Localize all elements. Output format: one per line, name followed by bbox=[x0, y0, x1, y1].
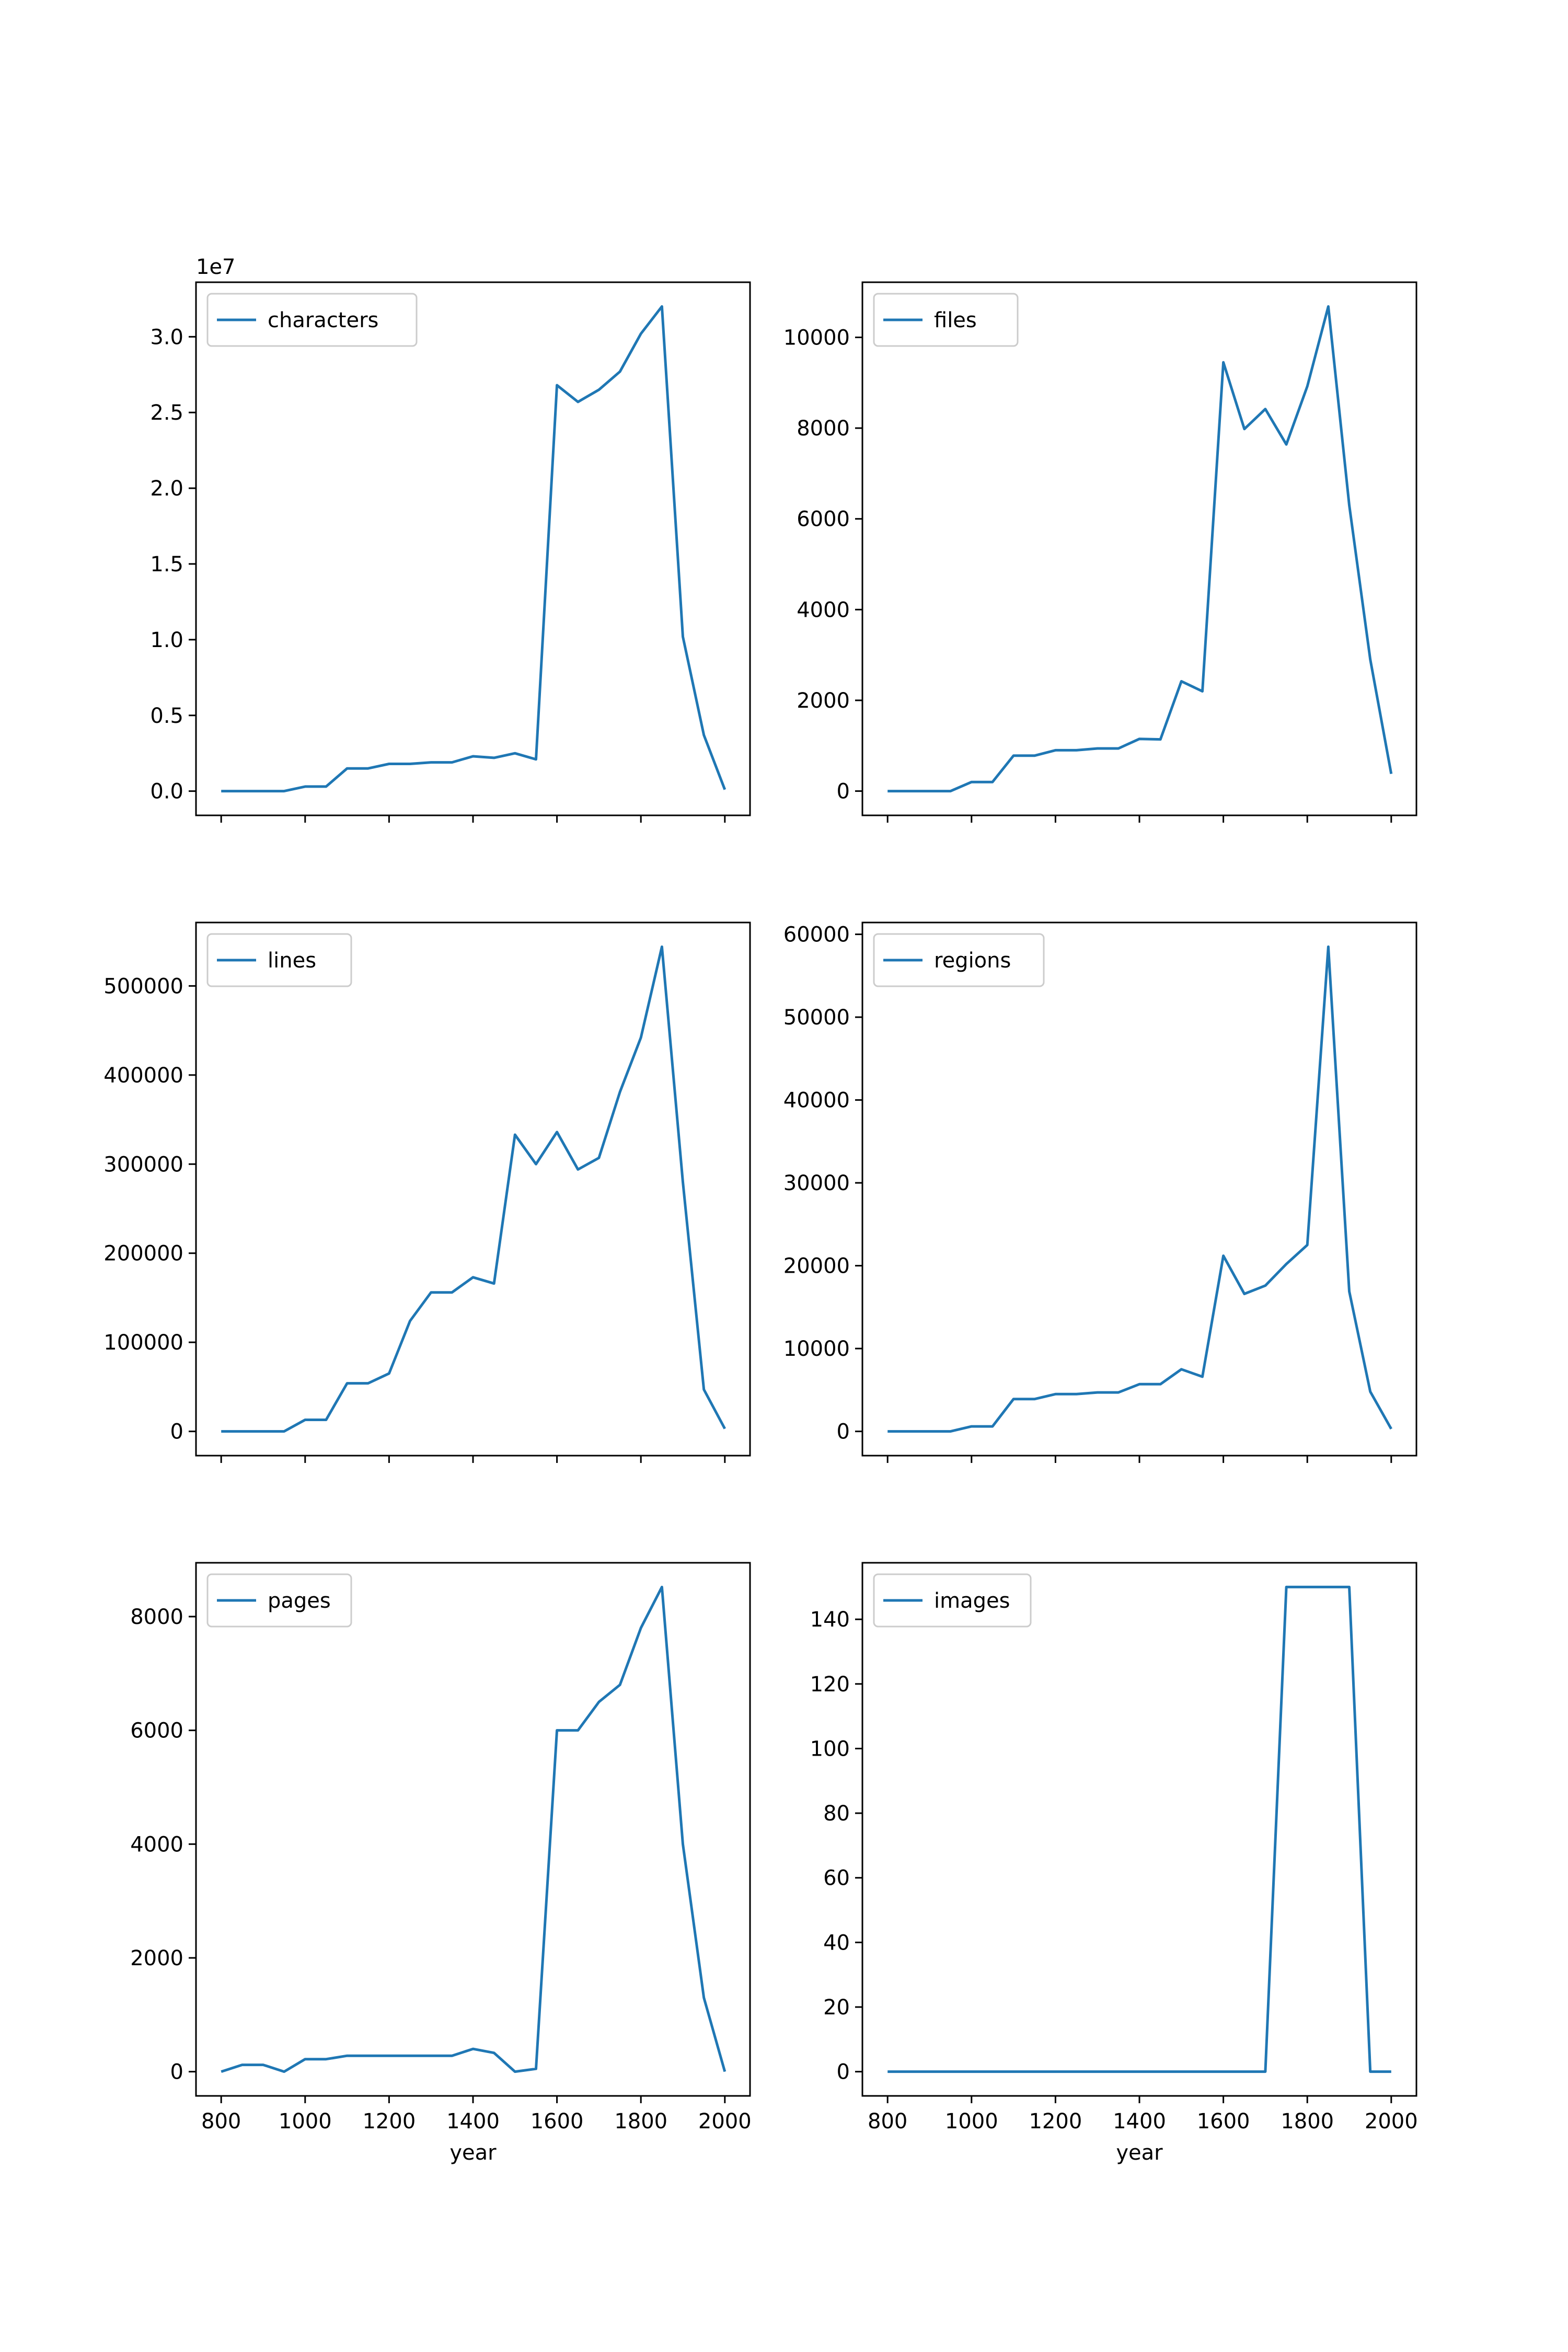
y-offset-label: 1e7 bbox=[196, 255, 236, 279]
legend: regions bbox=[873, 933, 1045, 987]
x-tick-label: 1400 bbox=[446, 2109, 500, 2134]
legend-label: pages bbox=[268, 1589, 331, 1613]
y-tick-label: 500000 bbox=[103, 974, 183, 998]
legend-box bbox=[873, 293, 1019, 347]
x-tick-label: 2000 bbox=[1365, 2109, 1418, 2134]
legend-label: lines bbox=[268, 949, 316, 973]
y-tick-label: 0 bbox=[170, 2060, 183, 2084]
y-tick-label: 40 bbox=[823, 1931, 850, 1955]
axes-frame bbox=[861, 281, 1417, 816]
subplot-lines: 0 100000 200000 300000 400000 500000 lines bbox=[103, 921, 751, 1463]
y-tick-label: 100000 bbox=[103, 1331, 183, 1355]
y-tick-label: 2.5 bbox=[150, 401, 183, 425]
y-tick-label: 400000 bbox=[103, 1064, 183, 1088]
x-tick-label: 1000 bbox=[279, 2109, 332, 2134]
y-tick-label: 10000 bbox=[783, 1337, 850, 1361]
y-tick-label: 10000 bbox=[783, 326, 850, 350]
y-tick-label: 4000 bbox=[130, 1832, 183, 1857]
series-line-files bbox=[887, 305, 1393, 793]
y-tick-label: 6000 bbox=[130, 1719, 183, 1743]
y-tick-label: 60000 bbox=[783, 923, 850, 947]
subplot-images: 0 20 40 60 80 100 120 140 800 1000 1200 1400 1600 180… bbox=[810, 1562, 1418, 2165]
y-tick-label: 2000 bbox=[797, 689, 850, 713]
legend-label: regions bbox=[934, 949, 1011, 973]
legend: characters bbox=[206, 293, 418, 347]
series-line-images bbox=[887, 1585, 1391, 2073]
x-tick-label: 1200 bbox=[362, 2109, 416, 2134]
y-tick-label: 6000 bbox=[797, 508, 850, 532]
y-tick-label: 8000 bbox=[797, 417, 850, 441]
legend-box bbox=[206, 293, 418, 347]
y-tick-label: 20 bbox=[823, 1996, 850, 2020]
axes-frame bbox=[195, 281, 751, 816]
legend: images bbox=[873, 1573, 1032, 1628]
x-tick-label: 1600 bbox=[531, 2109, 584, 2134]
y-tick-label: 8000 bbox=[130, 1605, 183, 1629]
legend: lines bbox=[206, 933, 352, 987]
subplot-files: 0 2000 4000 6000 8000 10000 files bbox=[783, 281, 1417, 823]
y-tick-label: 2000 bbox=[130, 1946, 183, 1970]
series-line-lines bbox=[221, 945, 727, 1433]
series-line-characters bbox=[221, 305, 727, 793]
legend: files bbox=[873, 293, 1019, 347]
y-tick-label: 40000 bbox=[783, 1089, 850, 1113]
y-tick-label: 30000 bbox=[783, 1171, 850, 1195]
axes-frame bbox=[195, 921, 751, 1457]
legend-label: characters bbox=[268, 308, 378, 332]
y-tick-label: 80 bbox=[823, 1802, 850, 1826]
y-tick-label: 3.0 bbox=[150, 325, 183, 349]
subplot-regions: 0 10000 20000 30000 40000 50000 60000 regions bbox=[783, 921, 1417, 1463]
subplot-characters: 0.0 0.5 1.0 1.5 2.0 2.5 3.0 1e7 characters bbox=[150, 255, 751, 823]
legend-box bbox=[206, 933, 352, 987]
y-tick-label: 0.0 bbox=[150, 780, 183, 804]
x-tick-label: 1800 bbox=[1281, 2109, 1334, 2134]
y-tick-label: 20000 bbox=[783, 1254, 850, 1278]
x-axis-label: year bbox=[1116, 2141, 1163, 2165]
y-tick-label: 0 bbox=[837, 1420, 850, 1444]
x-axis-label: year bbox=[449, 2141, 497, 2165]
y-tick-label: 0 bbox=[837, 2060, 850, 2084]
axes-frame bbox=[861, 1562, 1417, 2097]
series-line-pages bbox=[221, 1585, 727, 2073]
y-tick-label: 0 bbox=[170, 1420, 183, 1444]
y-tick-label: 1.0 bbox=[150, 628, 183, 652]
legend: pages bbox=[206, 1573, 352, 1628]
legend-box bbox=[873, 933, 1045, 987]
legend-box bbox=[873, 1573, 1032, 1628]
x-tick-label: 2000 bbox=[698, 2109, 752, 2134]
subplot-pages: 0 2000 4000 6000 8000 800 1000 1200 1400 1600 1800… bbox=[130, 1562, 752, 2165]
y-tick-label: 140 bbox=[810, 1608, 850, 1632]
legend-label: images bbox=[934, 1589, 1010, 1613]
y-tick-label: 300000 bbox=[103, 1152, 183, 1177]
series-line-regions bbox=[887, 945, 1392, 1433]
x-tick-label: 1800 bbox=[614, 2109, 667, 2134]
y-tick-label: 0.5 bbox=[150, 704, 183, 728]
y-tick-label: 120 bbox=[810, 1673, 850, 1697]
x-tick-label: 1000 bbox=[945, 2109, 998, 2134]
axes-frame bbox=[861, 921, 1417, 1457]
y-tick-label: 50000 bbox=[783, 1006, 850, 1030]
x-tick-label: 800 bbox=[868, 2109, 907, 2134]
x-tick-label: 1600 bbox=[1197, 2109, 1250, 2134]
y-tick-label: 1.5 bbox=[150, 552, 183, 577]
y-tick-label: 4000 bbox=[797, 598, 850, 622]
y-tick-label: 60 bbox=[823, 1866, 850, 1890]
legend-box bbox=[206, 1573, 352, 1628]
x-tick-label: 1200 bbox=[1029, 2109, 1082, 2134]
y-tick-label: 2.0 bbox=[150, 477, 183, 501]
y-tick-label: 100 bbox=[810, 1737, 850, 1761]
legend-label: files bbox=[934, 308, 977, 332]
x-tick-label: 800 bbox=[201, 2109, 241, 2134]
axes-frame bbox=[195, 1562, 751, 2097]
y-tick-label: 0 bbox=[837, 780, 850, 804]
x-tick-label: 1400 bbox=[1113, 2109, 1166, 2134]
y-tick-label: 200000 bbox=[103, 1242, 183, 1266]
